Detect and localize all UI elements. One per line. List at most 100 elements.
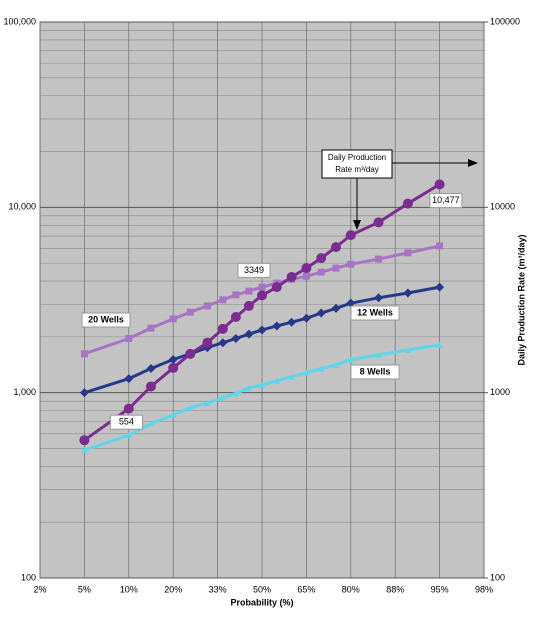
marker <box>259 381 265 388</box>
x-axis-title: Probability (%) <box>230 597 293 607</box>
x-tick-label: 5% <box>78 584 91 594</box>
marker <box>170 411 177 418</box>
arrow-head <box>353 220 361 230</box>
marker <box>217 323 228 334</box>
x-tick-label: 10% <box>120 584 138 594</box>
marker <box>332 264 340 272</box>
annotation-box <box>321 149 393 179</box>
marker <box>202 337 213 348</box>
marker <box>204 399 211 406</box>
x-tick-label: 20% <box>164 584 182 594</box>
marker <box>434 179 445 190</box>
marker <box>187 404 194 411</box>
marker <box>124 374 134 384</box>
marker <box>218 338 228 348</box>
value-label-box <box>237 262 271 278</box>
series-label-box <box>350 305 400 321</box>
marker <box>404 346 411 353</box>
marker <box>403 288 413 298</box>
series-label-box <box>81 312 131 328</box>
y-tick-label: 10,000 <box>8 202 36 212</box>
marker <box>168 362 179 373</box>
marker <box>402 198 413 209</box>
marker <box>302 272 310 280</box>
marker <box>435 282 445 292</box>
y2-tick-label: 100000 <box>490 16 520 26</box>
marker <box>333 362 339 369</box>
marker <box>245 384 252 391</box>
marker <box>147 324 155 332</box>
marker <box>81 447 88 454</box>
y2-axis-title: Daily Production Rate (m³/day) <box>516 234 526 365</box>
marker <box>436 242 444 250</box>
value-label: 10,477 <box>432 195 460 205</box>
marker <box>331 242 341 253</box>
marker <box>287 317 297 327</box>
x-tick-label: 98% <box>475 584 493 594</box>
marker <box>316 308 326 318</box>
x-tick-label: 50% <box>253 584 271 594</box>
marker <box>303 369 310 376</box>
x-tick-label: 88% <box>386 584 404 594</box>
marker <box>436 341 443 348</box>
marker <box>125 432 132 439</box>
marker <box>346 298 356 308</box>
marker <box>257 290 267 301</box>
x-tick-label: 65% <box>297 584 315 594</box>
series-label: 20 Wells <box>88 314 124 324</box>
marker <box>186 308 194 316</box>
value-label-box <box>109 414 143 430</box>
value-label-box <box>429 193 463 209</box>
y-tick-label: 100,000 <box>3 16 36 26</box>
marker <box>301 263 312 274</box>
x-tick-label: 95% <box>431 584 449 594</box>
marker <box>288 373 295 380</box>
value-label: 554 <box>119 417 134 427</box>
value-label: 3349 <box>244 265 264 275</box>
marker <box>232 390 239 397</box>
x-tick-label: 2% <box>33 584 46 594</box>
marker <box>301 313 311 323</box>
marker <box>257 325 267 335</box>
marker <box>79 435 90 446</box>
marker <box>232 291 240 299</box>
marker <box>347 260 355 268</box>
marker <box>347 356 354 363</box>
marker <box>146 381 156 392</box>
marker <box>243 300 254 311</box>
marker <box>345 230 356 241</box>
marker <box>231 334 241 344</box>
marker <box>272 321 282 331</box>
marker <box>374 293 384 303</box>
marker <box>219 296 227 304</box>
series-label: 8 Wells <box>360 366 391 376</box>
marker <box>258 283 266 291</box>
marker <box>316 253 327 264</box>
marker <box>185 348 196 359</box>
marker <box>244 329 254 339</box>
marker <box>286 271 297 282</box>
x-tick-label: 33% <box>209 584 227 594</box>
marks: 20 Wells 12 Wells 8 Wells 554 3349 10,477 <box>79 179 463 454</box>
marker <box>146 364 156 374</box>
annotation-text: Daily Production <box>328 153 386 162</box>
marker <box>245 287 253 295</box>
y2-tick-label: 10000 <box>490 202 515 212</box>
marker <box>404 249 412 257</box>
marker <box>318 365 325 372</box>
marker <box>168 354 178 364</box>
marker <box>317 268 325 276</box>
grid <box>39 21 485 579</box>
marker <box>148 420 154 427</box>
marker <box>79 388 89 398</box>
arrow-head <box>468 159 478 167</box>
marker <box>273 377 280 384</box>
y2-tick-label: 1000 <box>490 387 510 397</box>
x-tick-label: 80% <box>342 584 360 594</box>
marker <box>123 403 134 414</box>
series-label: 12 Wells <box>357 307 393 317</box>
marker <box>203 302 211 310</box>
marker <box>375 255 383 263</box>
marker <box>373 217 384 228</box>
marker <box>230 312 241 323</box>
